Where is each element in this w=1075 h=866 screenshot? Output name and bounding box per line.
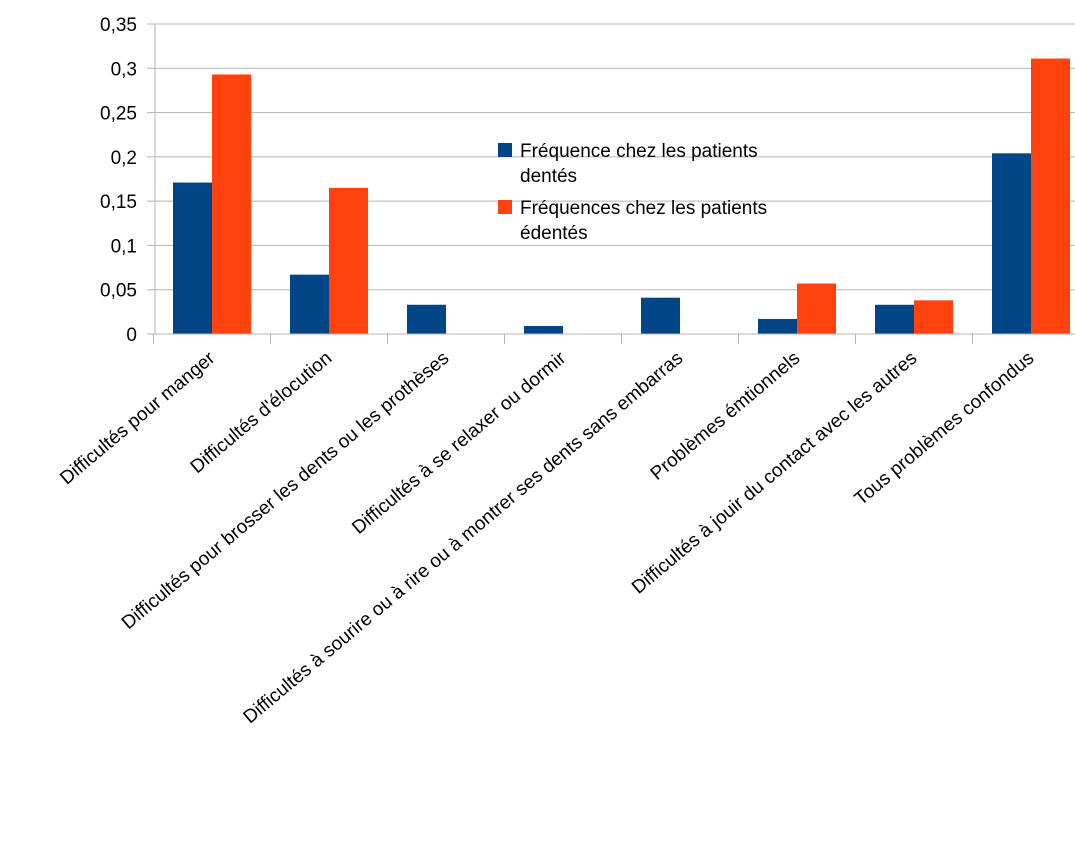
- legend-label: Fréquences chez les patients: [520, 198, 767, 219]
- gridlines: [147, 23, 1075, 335]
- bar-dentes: [875, 304, 914, 334]
- legend-swatch: [498, 143, 512, 157]
- bar-edentes: [1031, 58, 1070, 335]
- bar-edentes: [797, 283, 836, 334]
- y-tick-label: 0,1: [111, 236, 137, 257]
- y-tick-label: 0: [126, 325, 137, 346]
- bar-dentes: [407, 304, 446, 334]
- legend-label: Fréquence chez les patients: [520, 141, 758, 162]
- y-tick-label: 0,2: [111, 148, 137, 169]
- bar-dentes: [524, 326, 563, 334]
- legend-label: dentés: [520, 166, 577, 187]
- bar-edentes: [212, 74, 251, 334]
- bar-dentes: [641, 297, 680, 334]
- y-tick-label: 0,25: [100, 104, 137, 125]
- bar-dentes: [173, 182, 212, 334]
- legend: Fréquence chez les patients dentés Fréquen…: [498, 141, 767, 244]
- y-tick-label: 0,15: [100, 192, 137, 213]
- y-tick-label: 0,3: [111, 59, 137, 80]
- legend-label: édentés: [520, 223, 588, 244]
- bar-dentes: [992, 153, 1031, 334]
- bars: [173, 58, 1070, 335]
- x-tick-label: Difficultés à se relaxer ou dormir: [348, 347, 570, 538]
- bar-edentes: [914, 300, 953, 334]
- x-tick-label: Difficultés à sourire ou à rire ou à mon…: [240, 348, 688, 728]
- bar-dentes: [758, 318, 797, 334]
- bar-dentes: [290, 274, 329, 334]
- y-tick-label: 0,35: [100, 15, 137, 36]
- legend-swatch: [498, 200, 512, 214]
- bar-edentes: [329, 187, 368, 334]
- y-tick-label: 0,05: [100, 281, 137, 302]
